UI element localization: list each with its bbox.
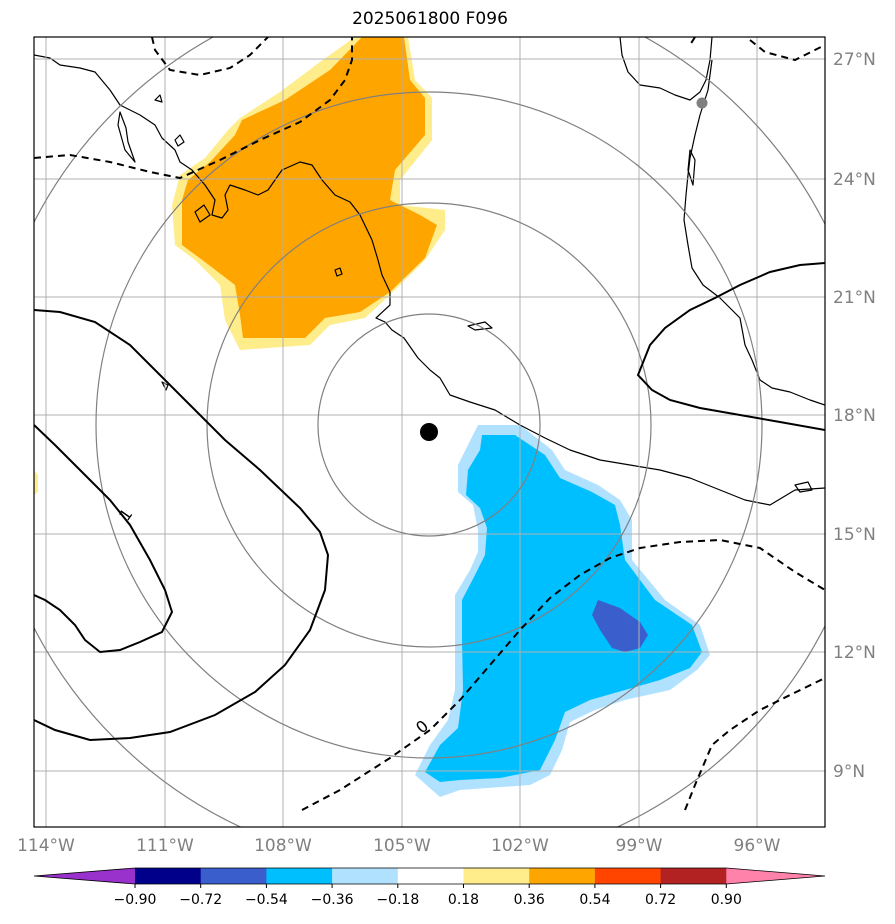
latitude-labels: 27°N 24°N 21°N 18°N 15°N 12°N 9°N bbox=[833, 50, 876, 782]
lat-lon-grid bbox=[34, 37, 825, 827]
colorbar-segment bbox=[463, 868, 530, 884]
colorbar-extend-high bbox=[726, 868, 825, 884]
lon-label-105: 105°W bbox=[373, 836, 431, 856]
strong-negative-anomaly-region bbox=[592, 600, 648, 652]
lat-label-15: 15°N bbox=[833, 525, 876, 545]
colorbar-tick-label: −0.18 bbox=[376, 892, 419, 908]
left-edge-sliver bbox=[34, 470, 38, 495]
lat-label-12: 12°N bbox=[833, 643, 876, 663]
lon-label-96: 96°W bbox=[734, 836, 781, 856]
colorbar-tick-label: 0.72 bbox=[645, 892, 676, 908]
map-area: 1 0 bbox=[34, 37, 825, 827]
colorbar-extend-low bbox=[34, 868, 135, 884]
solid-contours bbox=[34, 262, 825, 742]
range-rings bbox=[34, 37, 825, 827]
lon-label-108: 108°W bbox=[254, 836, 312, 856]
colorbar-segment bbox=[397, 868, 464, 884]
colorbar-segment bbox=[135, 868, 202, 884]
lat-label-9: 9°N bbox=[833, 762, 865, 782]
colorbar-tick-label: 0.90 bbox=[711, 892, 742, 908]
colorbar-segment bbox=[660, 868, 727, 884]
dashed-contours bbox=[34, 37, 825, 811]
negative-anomaly-region bbox=[425, 435, 702, 782]
storm-center-marker bbox=[420, 423, 438, 441]
colorbar-segment bbox=[200, 868, 267, 884]
contour-label-1: 1 bbox=[115, 505, 136, 524]
colorbar-tick-label: −0.72 bbox=[179, 892, 222, 908]
colorbar-tick-label: 0.36 bbox=[514, 892, 545, 908]
colorbar-segment bbox=[594, 868, 662, 884]
colorbar-tick-label: 0.54 bbox=[579, 892, 610, 908]
lon-label-111: 111°W bbox=[136, 836, 194, 856]
city-marker bbox=[696, 97, 708, 109]
lat-label-21: 21°N bbox=[833, 288, 876, 308]
lat-label-18: 18°N bbox=[833, 406, 876, 426]
colorbar-tick-label: −0.54 bbox=[245, 892, 288, 908]
colorbar-tick-label: 0.18 bbox=[448, 892, 479, 908]
lon-label-99: 99°W bbox=[616, 836, 663, 856]
lon-label-102: 102°W bbox=[491, 836, 549, 856]
map-title: 2025061800 F096 bbox=[352, 9, 508, 29]
lon-label-114: 114°W bbox=[17, 836, 75, 856]
colorbar-segment bbox=[332, 868, 399, 884]
longitude-labels: 114°W 111°W 108°W 105°W 102°W 99°W 96°W bbox=[17, 836, 781, 856]
plot-frame bbox=[33, 36, 826, 828]
colorbar-segment bbox=[529, 868, 596, 884]
coastlines bbox=[34, 37, 825, 506]
colorbar-tick-label: −0.36 bbox=[311, 892, 354, 908]
lat-label-27: 27°N bbox=[833, 50, 876, 70]
lat-label-24: 24°N bbox=[833, 170, 876, 190]
positive-anomaly-region bbox=[182, 37, 437, 338]
colorbar: −0.90 −0.72 −0.54 −0.36 −0.18 0.18 0.36 0.54 0.7… bbox=[33, 867, 826, 908]
colorbar-segment bbox=[266, 868, 333, 884]
colorbar-tick-label: −0.90 bbox=[114, 892, 157, 908]
contour-label-0: 0 bbox=[412, 716, 432, 737]
